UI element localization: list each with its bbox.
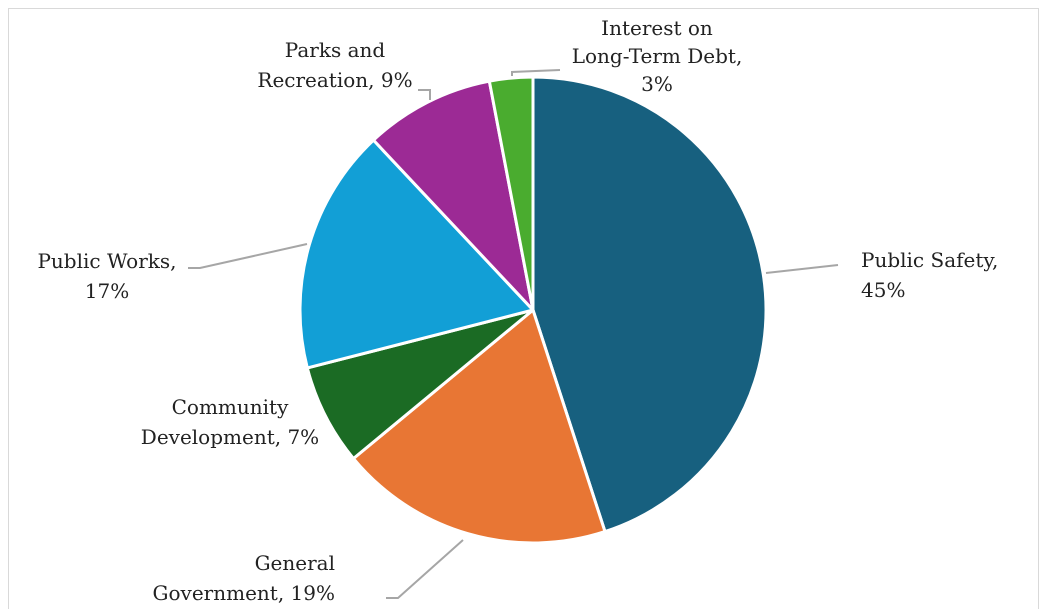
- data-labels: Public Safety, 45% General Government, 19% C…: [37, 16, 998, 605]
- pie-slice-general-government: [351, 308, 607, 545]
- data-label-line: Public Safety,: [861, 248, 998, 272]
- data-label-line: Parks and: [285, 38, 386, 62]
- leader-lines: [188, 69, 839, 599]
- leader-line-public-works: [188, 243, 308, 269]
- data-label-public-safety: Public Safety, 45%: [861, 248, 998, 302]
- data-label-line: General: [255, 551, 335, 575]
- pie-slice-community-development: [305, 308, 535, 461]
- leader-line-interest-on-long-term-debt: [511, 69, 561, 76]
- pie-slice-parks-and-recreation: [372, 79, 535, 312]
- data-label-line: Community: [172, 395, 289, 419]
- data-label-line: 45%: [861, 278, 905, 302]
- chart-frame: [8, 8, 1039, 609]
- data-label-line: 3%: [641, 72, 673, 96]
- data-label-interest-on-long-term-debt: Interest on Long-Term Debt, 3%: [572, 16, 743, 96]
- data-label-line: Public Works,: [37, 249, 176, 273]
- data-label-public-works: Public Works, 17%: [37, 249, 176, 303]
- leader-line-parks-and-recreation: [418, 89, 431, 100]
- data-label-community-development: Community Development, 7%: [141, 395, 319, 449]
- data-label-line: Development, 7%: [141, 425, 319, 449]
- pie-slice-public-safety: [531, 75, 768, 534]
- leader-line-general-government: [386, 539, 464, 599]
- data-label-general-government: General Government, 19%: [153, 551, 335, 605]
- data-label-line: 17%: [85, 279, 129, 303]
- data-label-line: Government, 19%: [153, 581, 335, 605]
- pie-slice-interest-on-long-term-debt: [487, 75, 535, 312]
- data-label-line: Long-Term Debt,: [572, 44, 743, 68]
- data-label-line: Interest on: [601, 16, 713, 40]
- data-label-parks-and-recreation: Parks and Recreation, 9%: [257, 38, 412, 92]
- pie-slices: [298, 75, 768, 545]
- data-label-line: Recreation, 9%: [257, 68, 412, 92]
- leader-line-public-safety: [765, 264, 839, 274]
- pie-slice-public-works: [298, 138, 535, 370]
